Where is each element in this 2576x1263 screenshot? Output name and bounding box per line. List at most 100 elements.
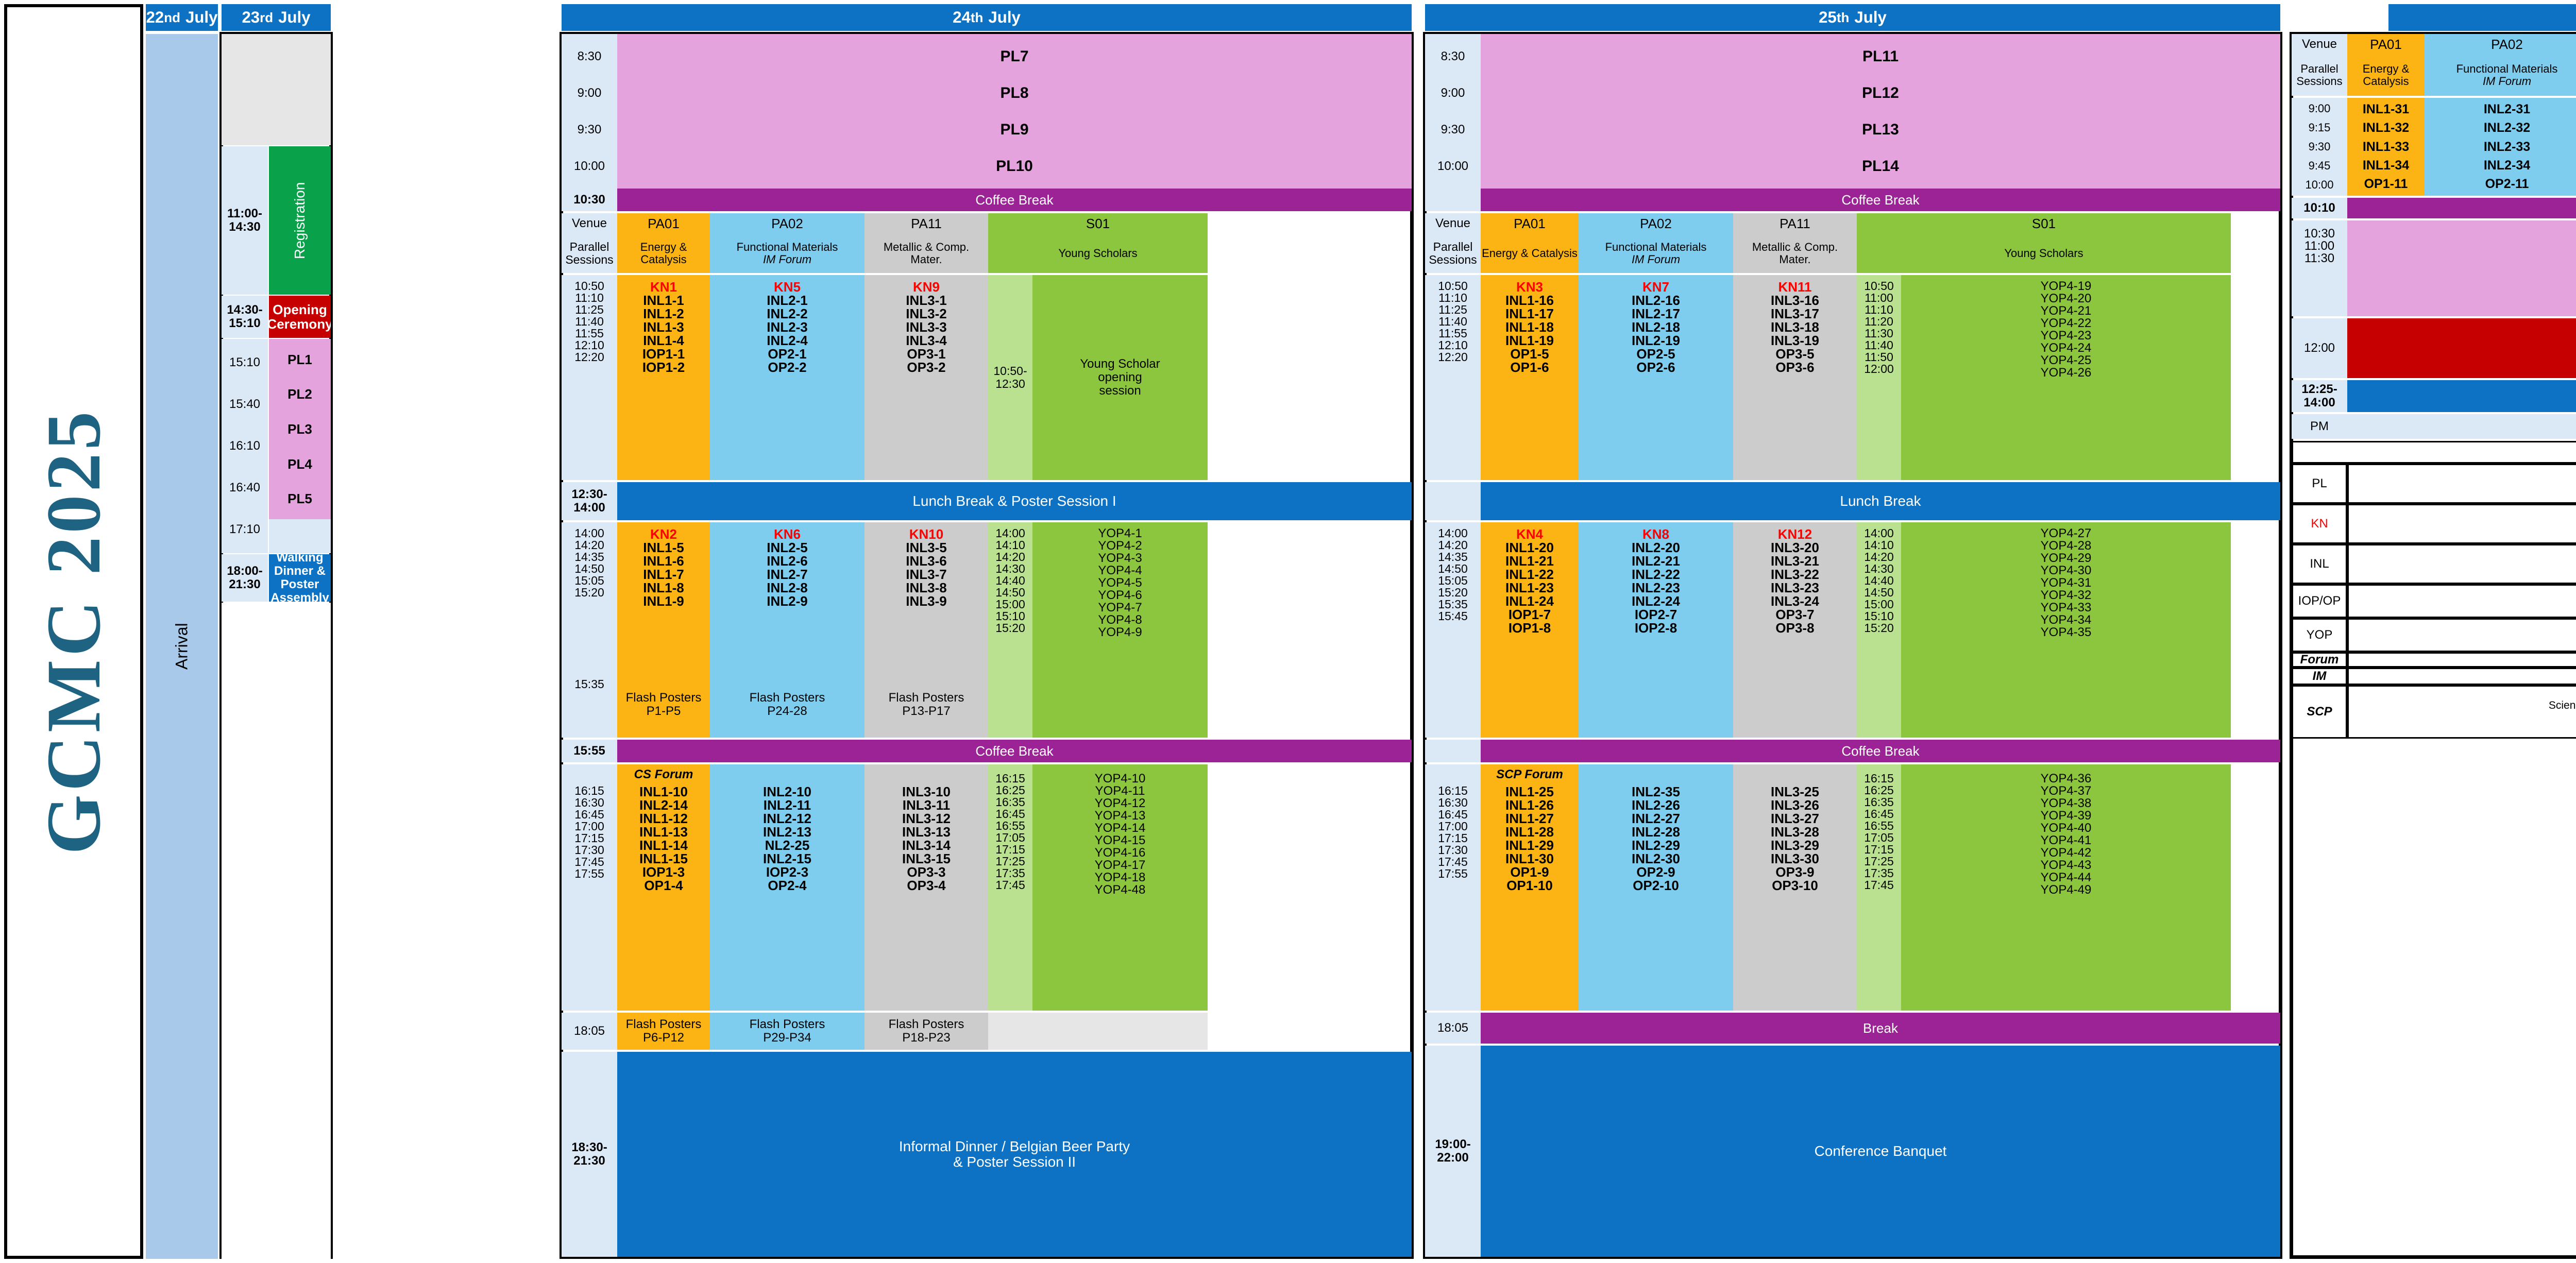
time-label: 14:20	[1438, 538, 1468, 552]
session-code: OP3-7	[1775, 607, 1815, 622]
time-label: 17:00	[1438, 820, 1468, 833]
session-code: KN9	[912, 280, 940, 295]
time-label: 11:25	[1438, 303, 1467, 316]
evening-pa11-25	[1733, 764, 1857, 1011]
plenary-label: PL7	[1000, 47, 1029, 65]
lunch-label-24: Lunch Break & Poster Session I	[617, 482, 1412, 520]
session-code: YOP4-10	[1094, 773, 1146, 786]
venue-topic-PA02-25: Functional Materials IM Forum	[1579, 234, 1733, 273]
walking-dinner-label: Walking Dinner & Poster Assembly	[269, 554, 331, 602]
day-24-frame	[560, 32, 1414, 1259]
venue-code-S01-25: S01	[1857, 213, 2231, 234]
session-code: INL1-25	[1505, 785, 1554, 799]
time-label: 17:25	[1864, 855, 1894, 868]
session-code: INL1-6	[643, 553, 684, 569]
evening-pa01-stack-25: INL1-25 INL1-26 INL1-27 INL1-28 INL1-29 INL1-…	[1481, 785, 1579, 1004]
session-code: OP1-9	[1510, 864, 1549, 880]
evening-time-stack-25: 16:15 16:30 16:45 17:00 17:15 17:30 17:45 17:55	[1425, 785, 1481, 1004]
plenary-time-stack-26: 10:30 11:00 11:30	[2292, 228, 2347, 309]
plenary-block-25	[1481, 34, 2280, 189]
venue-code-PA01-24: PA01	[617, 213, 710, 234]
time-label: 17:30	[1438, 843, 1468, 857]
session-code: INL3-16	[1771, 293, 1819, 308]
time-label: 17:00	[574, 820, 604, 833]
snacks-time-26: 12:25- 14:00	[2292, 380, 2347, 412]
venue-subtopic: IM Forum	[1631, 253, 1681, 266]
session-code: OP1-5	[1510, 346, 1549, 362]
plenary-times-24	[562, 34, 617, 189]
venue-topic-PA01-24: Energy & Catalysis	[617, 234, 710, 273]
session-code: INL2-22	[1632, 567, 1680, 582]
session-code: YOP4-13	[1094, 809, 1146, 823]
afternoon-yop-bg-24	[1032, 522, 1208, 738]
session-code: INL1-8	[643, 580, 684, 595]
session-code: YOP4-6	[1098, 588, 1142, 602]
session-code: INL2-4	[767, 333, 808, 348]
venue-code-PA01-25: PA01	[1481, 213, 1579, 234]
time-label: 10:50	[574, 280, 604, 293]
time-label: 15:00	[1864, 598, 1894, 611]
session-code: NL2-25	[765, 838, 810, 853]
lunch-time-24: 12:30- 14:00	[562, 482, 617, 520]
afternoon-pa01-25	[1481, 522, 1579, 738]
venue-code-PA11-24: PA11	[865, 213, 988, 234]
time-label: 17:45	[995, 878, 1025, 892]
venue-code-PA11-25: PA11	[1733, 213, 1857, 234]
morning-pa11-24	[865, 275, 988, 480]
afternoon-yop-times-bg-25	[1857, 522, 1901, 738]
time-label: 11:00	[1865, 291, 1893, 304]
session-code: YOP4-41	[2040, 833, 2092, 847]
session-code: INL2-20	[1632, 540, 1680, 555]
afternoon-yop-time-stack-25: 14:00 14:10 14:20 14:30 14:40 14:50 15:00 15:10…	[1857, 527, 1901, 729]
time-label: 12:20	[1438, 350, 1468, 364]
session-code: INL3-10	[902, 785, 951, 799]
session-code: YOP4-27	[2040, 527, 2092, 540]
session-code: INL2-9	[767, 593, 808, 609]
morning-pa02-stack-26: INL2-31 INL2-32 INL2-33 INL2-34 OP2-11	[2425, 103, 2576, 191]
time-label: 16:55	[995, 819, 1025, 832]
day-ordinal-suffix: nd	[164, 9, 181, 25]
session-code: INL2-5	[767, 540, 808, 555]
afternoon-yop-bg-25	[1901, 522, 2231, 738]
afternoon-time-stack-25: 14:00 14:20 14:35 14:50 15:05 15:20 15:35 15:45	[1425, 527, 1481, 732]
parallel-sessions-label-26: Parallel Sessions	[2292, 55, 2347, 96]
session-code: INL2-11	[763, 797, 811, 813]
day-23-lower-empty	[222, 603, 331, 1259]
venue-topic-S01-24: Young Scholars	[988, 234, 1208, 273]
plenary-label: PL8	[1000, 84, 1029, 101]
title-frame	[4, 4, 143, 1259]
time-label: 17:30	[574, 843, 604, 857]
morning-time-stack-24: 10:50 11:10 11:25 11:40 11:55 12:10 12:20	[562, 280, 617, 475]
session-code: INL2-8	[767, 580, 808, 595]
day-number: 24	[953, 8, 971, 27]
session-code: KN5	[773, 280, 801, 295]
coffee1-time-25	[1425, 189, 1481, 211]
afternoon-yop-times-bg-24	[988, 522, 1032, 738]
plenary-time: 15:10	[229, 355, 261, 370]
session-code: INL1-27	[1505, 811, 1554, 826]
session-code: INL1-20	[1505, 540, 1554, 555]
flash2-pa01-24: Flash Posters P6-P12	[617, 1013, 710, 1050]
session-code: INL2-24	[1632, 593, 1680, 609]
day-month: July	[278, 8, 311, 27]
venue-topic-line: Energy & Catalysis	[1482, 247, 1578, 260]
time-label: 17:55	[1438, 867, 1468, 880]
flash2-pa11-24: Flash Posters P18-P23	[865, 1013, 988, 1050]
time-label: 11:40	[1865, 338, 1893, 352]
afternoon-pa11-stack-24: KN10 INL3-5 INL3-6 INL3-7 INL3-8 INL3-9	[865, 527, 988, 667]
plenary-labels-23	[269, 339, 331, 519]
day-22-body: Arrival	[146, 34, 218, 1259]
flash1-pa11-24: Flash Posters P13-P17	[865, 672, 988, 738]
session-code: YOP4-43	[2040, 858, 2092, 872]
day-25-frame	[1423, 32, 2282, 1259]
session-code: INL3-11	[902, 797, 951, 813]
session-code: INL1-18	[1505, 319, 1554, 335]
morning-s01-times-24	[988, 275, 1032, 480]
session-code: IOP1-7	[1508, 607, 1551, 622]
session-code: INL1-12	[639, 811, 688, 826]
session-code: INL2-13	[763, 824, 811, 840]
session-code: YOP4-20	[2040, 292, 2092, 305]
plenary-time: 8:30	[1440, 49, 1465, 63]
plenary-block-26	[2347, 220, 2576, 316]
